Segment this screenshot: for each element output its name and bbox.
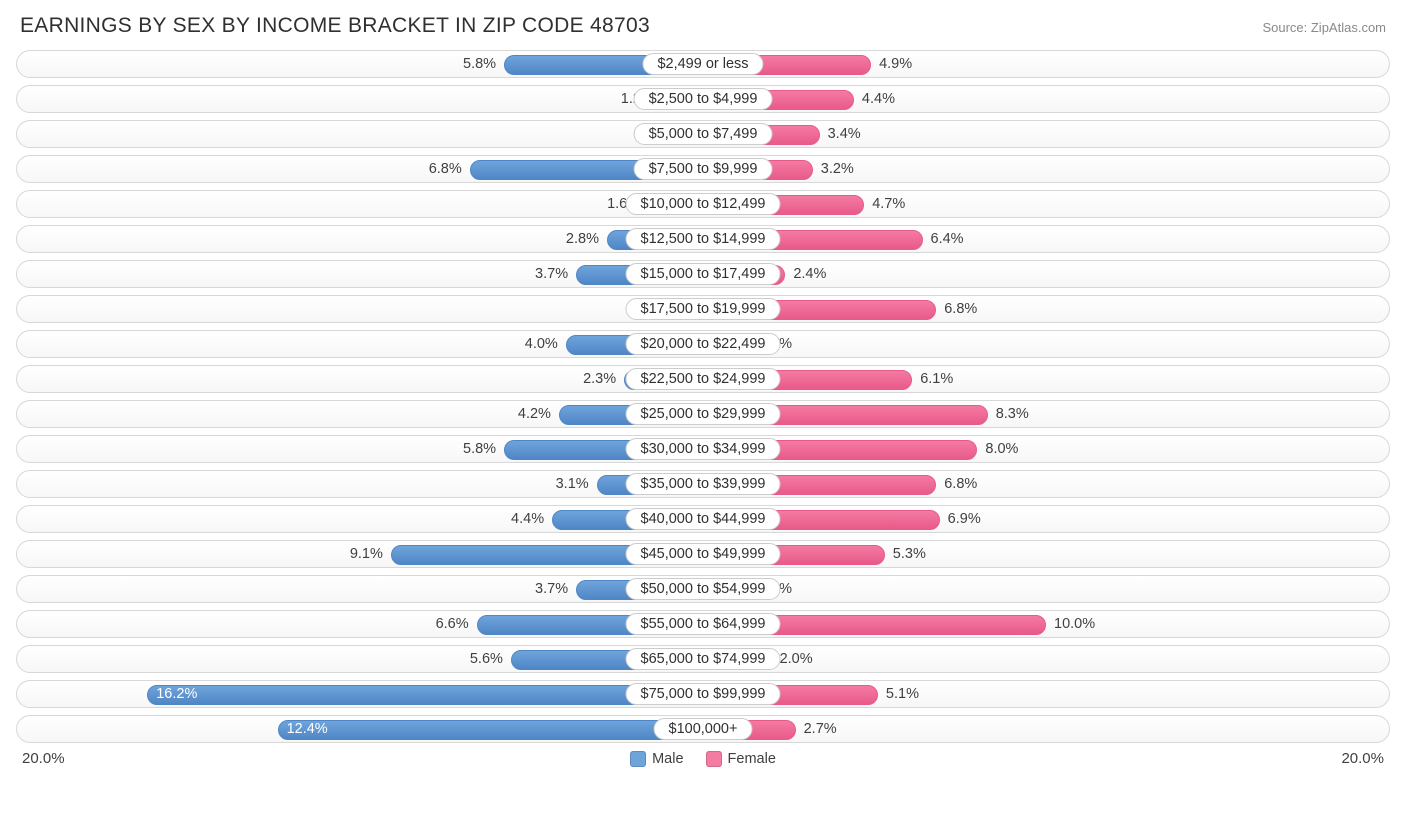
value-female: 6.8% [944,476,977,492]
chart-row: 4.4% 6.9% $40,000 to $44,999 [16,505,1390,533]
legend-swatch-male [630,751,646,767]
value-male: 12.4% [287,721,328,737]
bracket-label: $10,000 to $12,499 [626,193,781,215]
value-male: 2.3% [583,371,616,387]
chart-row: 6.8% 3.2% $7,500 to $9,999 [16,155,1390,183]
value-male: 4.4% [511,511,544,527]
value-male: 3.7% [535,266,568,282]
chart-row: 5.6% 2.0%$65,000 to $74,999 [16,645,1390,673]
bracket-label: $35,000 to $39,999 [626,473,781,495]
bracket-label: $100,000+ [654,718,753,740]
chart-row: 9.1% 5.3% $45,000 to $49,999 [16,540,1390,568]
value-male: 2.8% [566,231,599,247]
bracket-label: $25,000 to $29,999 [626,403,781,425]
chart-row: 3.7% 2.4% $15,000 to $17,499 [16,260,1390,288]
chart-row: 4.2% 8.3% $25,000 to $29,999 [16,400,1390,428]
bar-male [278,720,703,740]
value-female: 8.3% [996,406,1029,422]
value-male: 5.8% [463,441,496,457]
chart-row: 0.52%6.8%$17,500 to $19,999 [16,295,1390,323]
legend-label-male: Male [652,751,683,767]
chart-row: 12.4% 2.7% $100,000+ [16,715,1390,743]
value-female: 2.7% [804,721,837,737]
legend-swatch-female [706,751,722,767]
value-male: 4.0% [525,336,558,352]
bracket-label: $75,000 to $99,999 [626,683,781,705]
value-female: 10.0% [1054,616,1095,632]
chart-header: EARNINGS BY SEX BY INCOME BRACKET IN ZIP… [16,14,1390,38]
value-female: 6.8% [944,301,977,317]
value-female: 4.4% [862,91,895,107]
chart-row: 5.8% 8.0% $30,000 to $34,999 [16,435,1390,463]
value-female: 5.1% [886,686,919,702]
bracket-label: $65,000 to $74,999 [626,648,781,670]
bracket-label: $15,000 to $17,499 [626,263,781,285]
bracket-label: $50,000 to $54,999 [626,578,781,600]
bracket-label: $2,500 to $4,999 [634,88,773,110]
value-male: 16.2% [156,686,197,702]
value-male: 4.2% [518,406,551,422]
chart-row: 4.0%1.4%$20,000 to $22,499 [16,330,1390,358]
axis-max-right: 20.0% [1341,750,1384,767]
value-male: 9.1% [350,546,383,562]
value-male: 3.7% [535,581,568,597]
value-female: 8.0% [985,441,1018,457]
chart-row: 6.6% 10.0% $55,000 to $64,999 [16,610,1390,638]
chart-row: 1.2%4.4%$2,500 to $4,999 [16,85,1390,113]
value-male: 6.8% [429,161,462,177]
axis-max-left: 20.0% [22,750,65,767]
bracket-label: $20,000 to $22,499 [626,333,781,355]
diverging-bar-chart: 5.8%4.9%$2,499 or less1.2%4.4%$2,500 to … [16,50,1390,743]
chart-row: 2.8% 6.4% $12,500 to $14,999 [16,225,1390,253]
value-female: 6.4% [931,231,964,247]
chart-footer: 20.0% Male Female 20.0% [16,750,1390,767]
chart-source: Source: ZipAtlas.com [1262,20,1386,35]
legend-item-female: Female [706,751,776,767]
value-female: 5.3% [893,546,926,562]
bracket-label: $12,500 to $14,999 [626,228,781,250]
bracket-label: $40,000 to $44,999 [626,508,781,530]
value-female: 4.9% [879,56,912,72]
chart-row: 1.6%4.7%$10,000 to $12,499 [16,190,1390,218]
bar-male [147,685,703,705]
legend-label-female: Female [728,751,776,767]
chart-title: EARNINGS BY SEX BY INCOME BRACKET IN ZIP… [20,14,650,38]
value-male: 3.1% [556,476,589,492]
chart-row: 2.3% 6.1% $22,500 to $24,999 [16,365,1390,393]
value-female: 2.0% [780,651,813,667]
bracket-label: $22,500 to $24,999 [626,368,781,390]
bracket-label: $17,500 to $19,999 [626,298,781,320]
bracket-label: $2,499 or less [642,53,763,75]
bracket-label: $55,000 to $64,999 [626,613,781,635]
value-male: 5.8% [463,56,496,72]
value-male: 5.6% [470,651,503,667]
value-female: 3.4% [828,126,861,142]
chart-row: 0.52%3.4%$5,000 to $7,499 [16,120,1390,148]
value-female: 2.4% [793,266,826,282]
chart-row: 3.1% 6.8% $35,000 to $39,999 [16,470,1390,498]
legend: Male Female [630,751,776,767]
chart-row: 5.8% 4.9% $2,499 or less [16,50,1390,78]
value-female: 3.2% [821,161,854,177]
bracket-label: $30,000 to $34,999 [626,438,781,460]
value-female: 4.7% [872,196,905,212]
bracket-label: $7,500 to $9,999 [634,158,773,180]
value-female: 6.1% [920,371,953,387]
chart-row: 3.7%1.4%$50,000 to $54,999 [16,575,1390,603]
value-male: 6.6% [436,616,469,632]
value-female: 6.9% [948,511,981,527]
chart-row: 16.2% 5.1% $75,000 to $99,999 [16,680,1390,708]
bracket-label: $5,000 to $7,499 [634,123,773,145]
bracket-label: $45,000 to $49,999 [626,543,781,565]
legend-item-male: Male [630,751,683,767]
